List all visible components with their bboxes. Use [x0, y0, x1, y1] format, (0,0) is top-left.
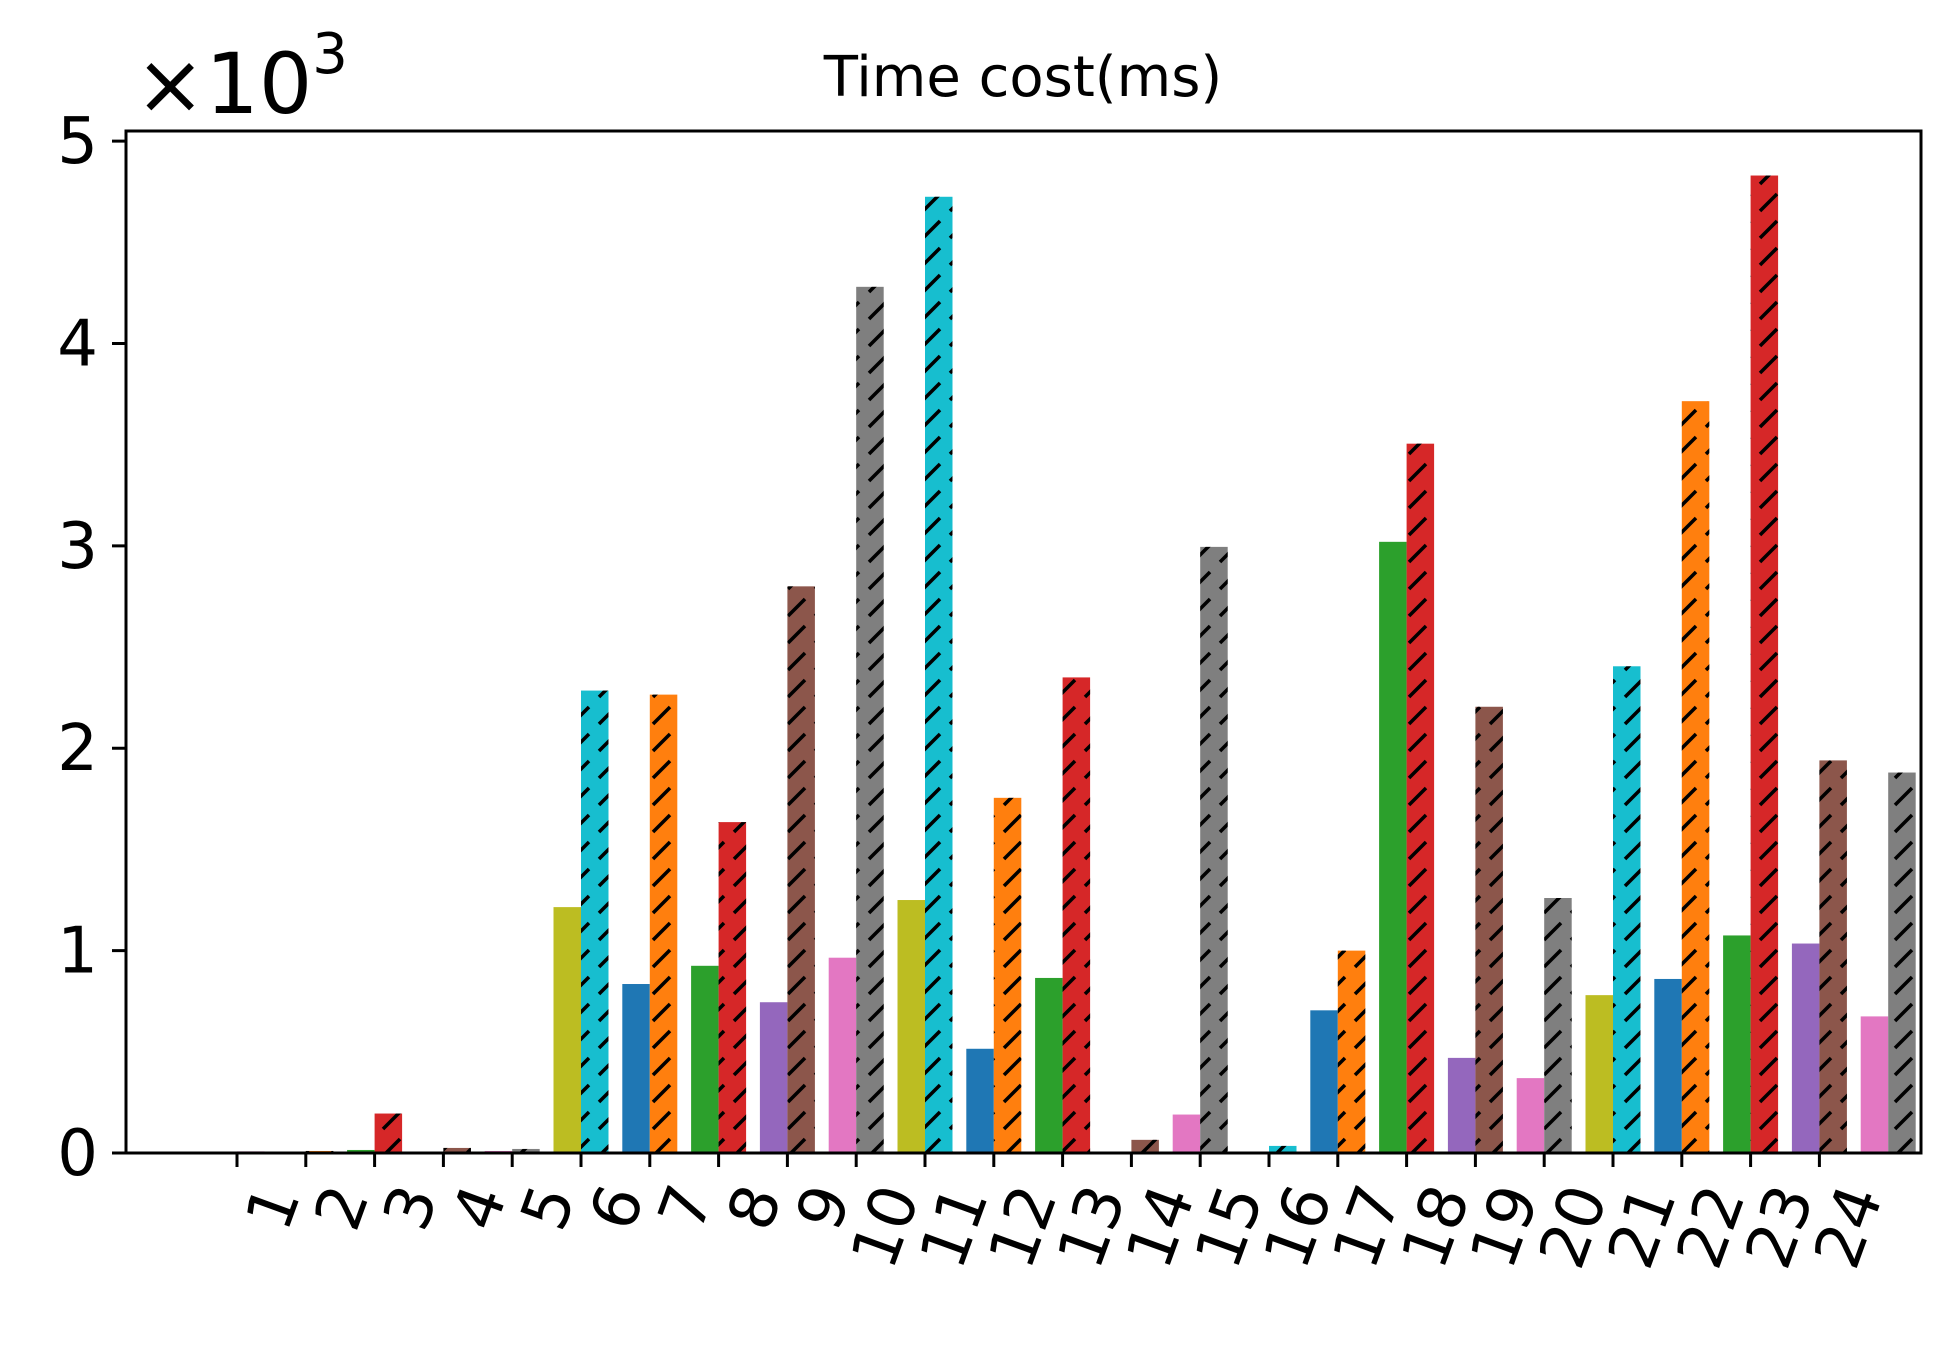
y-tick-label: 1 [57, 915, 98, 989]
y-tick-label: 5 [57, 105, 98, 179]
bar-hatch-18-2 [1406, 443, 1435, 1154]
bar-hatch-21-2 [1613, 666, 1641, 1153]
bar-13-1 [1035, 977, 1063, 1153]
y-tick-label: 3 [57, 510, 98, 584]
bar-22-1 [1654, 978, 1682, 1153]
bars-group [209, 175, 1916, 1154]
bar-hatch-22-2 [1681, 401, 1710, 1154]
bar-hatch-4-2 [443, 1147, 471, 1153]
bar-hatch-7-2 [649, 694, 678, 1153]
bar-hatch-12-2 [993, 797, 1022, 1153]
bar-8-1 [691, 965, 719, 1153]
bar-hatch-20-2 [1544, 898, 1572, 1153]
bar-hatch-10-2 [856, 286, 884, 1153]
bar-11-1 [897, 900, 925, 1153]
scale-factor-base: ×10 [135, 35, 312, 133]
bar-hatch-14-2 [1131, 1139, 1159, 1153]
bar-19-1 [1447, 1057, 1476, 1153]
y-tick-label: 2 [57, 712, 98, 786]
bar-hatch-11-2 [925, 196, 953, 1153]
bar-hatch-undefined-2 [1888, 772, 1916, 1153]
y-tick-label: 0 [57, 1117, 98, 1191]
y-axis: 0 1 2 3 4 5 [57, 105, 126, 1191]
bar-7-1 [622, 984, 650, 1153]
bar-hatch-24-2 [1819, 760, 1847, 1153]
bar-hatch-16-2 [1269, 1145, 1297, 1153]
bar-21-1 [1585, 995, 1613, 1153]
bar-undefined-1 [1860, 1016, 1889, 1153]
bar-hatch-9-2 [787, 586, 815, 1153]
bar-3-1 [347, 1149, 375, 1153]
bar-hatch-6-2 [581, 690, 609, 1153]
bar-23-1 [1723, 935, 1751, 1153]
plot-frame [124, 129, 1923, 1155]
y-tick-label: 4 [57, 307, 98, 381]
chart-title: Time cost(ms) [823, 45, 1222, 110]
bar-6-1 [553, 907, 581, 1153]
x-tick-label: 24 [1801, 1176, 1898, 1278]
bar-hatch-23-2 [1750, 175, 1779, 1153]
bar-hatch-15-2 [1200, 546, 1228, 1153]
bar-18-1 [1379, 541, 1407, 1153]
bar-hatch-17-2 [1337, 950, 1366, 1153]
scale-factor-label: ×103 [135, 22, 348, 133]
bar-hatch-13-2 [1062, 677, 1091, 1153]
bar-10-1 [828, 957, 857, 1153]
bar-12-1 [966, 1048, 994, 1153]
bar-15-1 [1172, 1114, 1201, 1153]
bar-17-1 [1310, 1010, 1338, 1153]
bar-20-1 [1516, 1078, 1545, 1153]
bar-hatch-19-2 [1475, 706, 1503, 1153]
bar-hatch-3-2 [374, 1113, 403, 1153]
bar-hatch-8-2 [718, 822, 747, 1153]
bar-24-1 [1791, 943, 1820, 1153]
bar-hatch-5-2 [512, 1148, 540, 1153]
scale-factor-exponent: 3 [312, 22, 348, 87]
bar-9-1 [759, 1002, 788, 1153]
